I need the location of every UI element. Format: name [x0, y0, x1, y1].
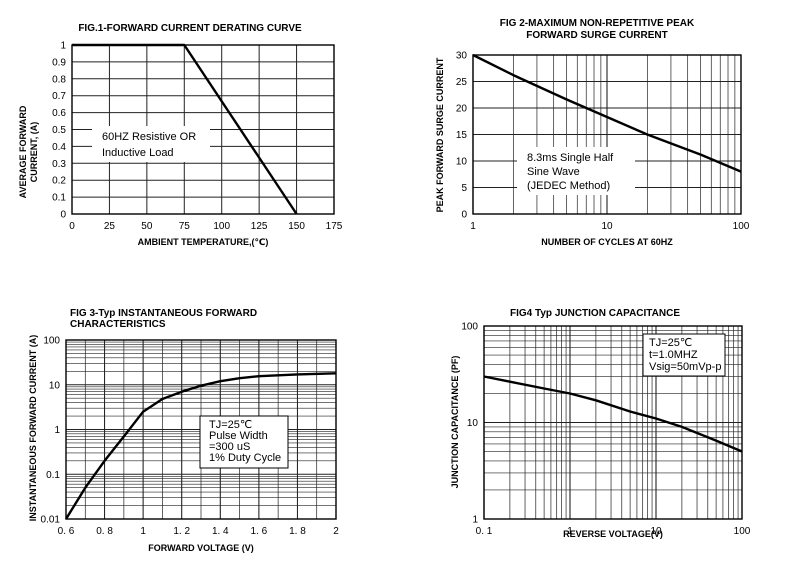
x-tick-label: 150: [288, 221, 305, 232]
y-axis-label: JUNCTION CAPACITANCE (PF): [450, 356, 460, 489]
x-tick-label: 100: [213, 221, 230, 232]
y-tick-label: 100: [461, 322, 478, 333]
x-axis-label: AMBIENT TEMPERATURE,(℃): [138, 237, 269, 247]
x-tick-label: 1: [470, 221, 476, 232]
y-tick-label: 1: [54, 425, 60, 436]
y-tick-label: 25: [456, 77, 468, 88]
annotation-text: 1% Duty Cycle: [209, 452, 281, 464]
y-axis-label: PEAK FORWARD SURGE CURRENT: [435, 57, 445, 212]
y-tick-label: 10: [467, 418, 479, 429]
plot-frame: [483, 325, 743, 520]
y-tick-label: 0.5: [52, 125, 66, 136]
x-tick-label: 25: [104, 221, 116, 232]
chart-title: CHARACTERISTICS: [70, 319, 166, 330]
x-tick-label: 175: [326, 221, 343, 232]
chart-title: FIG.1-FORWARD CURRENT DERATING CURVE: [78, 23, 302, 34]
annotation-box: [517, 147, 635, 195]
x-tick-label: 1. 2: [173, 526, 190, 537]
annotation-text: Pulse Width: [209, 430, 268, 442]
x-tick-label: 100: [733, 221, 750, 232]
y-tick-label: 10: [456, 157, 468, 168]
y-tick-label: 0: [461, 210, 467, 221]
y-tick-label: 0.1: [52, 193, 66, 204]
annotation-text: TJ=25℃: [649, 337, 692, 349]
x-tick-label: 0. 8: [96, 526, 113, 537]
y-tick-label: 10: [49, 380, 61, 391]
plot-frame: [71, 44, 335, 215]
annotation-text: t=1.0MHZ: [649, 349, 698, 361]
chart-title: FIG 2-MAXIMUM NON-REPETITIVE PEAK: [500, 18, 695, 29]
y-tick-label: 0.7: [52, 91, 66, 102]
x-tick-label: 0: [69, 221, 75, 232]
x-tick-label: 100: [734, 526, 751, 537]
y-axis-label: INSTANTANEOUS FORWARD CURRENT (A): [28, 335, 38, 522]
x-tick-label: 0. 1: [476, 526, 493, 537]
x-tick-label: 1. 6: [251, 526, 268, 537]
x-tick-label: 75: [179, 221, 191, 232]
y-tick-label: 100: [43, 336, 60, 347]
y-axis-label: AVERAGE FORWARD: [18, 105, 28, 198]
x-axis-label: NUMBER OF CYCLES AT 60HZ: [541, 237, 673, 247]
annotation-box: [642, 333, 726, 377]
plot-frame: [65, 339, 337, 520]
x-tick-label: 50: [141, 221, 153, 232]
y-tick-label: 0.8: [52, 74, 66, 85]
x-tick-label: 10: [601, 221, 613, 232]
x-tick-label: 10: [650, 526, 662, 537]
annotation-text: Sine Wave: [527, 166, 580, 178]
x-axis-label: FORWARD VOLTAGE (V): [148, 543, 254, 553]
y-tick-label: 15: [456, 130, 468, 141]
series-line: [483, 375, 743, 453]
x-tick-label: 1: [140, 526, 146, 537]
x-tick-label: 0. 6: [58, 526, 75, 537]
y-tick-label: 0.4: [52, 142, 66, 153]
y-tick-label: 1: [60, 41, 66, 52]
annotation-box: [92, 126, 210, 162]
y-axis-label: CURRENT, (A): [29, 122, 39, 183]
y-tick-label: 1: [472, 515, 478, 526]
chart-title: FIG4 Typ JUNCTION CAPACITANCE: [510, 308, 680, 319]
plot-frame: [472, 54, 742, 215]
annotation-text: Vsig=50mVp-p: [649, 361, 721, 373]
y-tick-label: 0: [60, 210, 66, 221]
chart-1: FIG.1-FORWARD CURRENT DERATING CURVE 0 25 5…: [18, 23, 343, 247]
y-tick-label: 0.3: [52, 159, 66, 170]
x-tick-label: 2: [333, 526, 339, 537]
annotation-text: 60HZ Resistive OR: [102, 131, 196, 143]
series-line: [472, 53, 742, 173]
y-tick-label: 0.1: [46, 470, 60, 481]
x-tick-label: 125: [251, 221, 268, 232]
chart-2: FIG 2-MAXIMUM NON-REPETITIVE PEAKFORWARD…: [435, 18, 750, 247]
y-tick-label: 0.6: [52, 108, 66, 119]
annotation-box: [199, 415, 289, 469]
y-tick-label: 5: [461, 183, 467, 194]
y-tick-label: 0.9: [52, 57, 66, 68]
series-line: [72, 43, 298, 215]
y-tick-label: 0.2: [52, 176, 66, 187]
annotation-text: TJ=25℃: [209, 419, 252, 431]
annotation-text: =300 uS: [209, 441, 250, 453]
y-tick-label: 20: [456, 104, 468, 115]
y-tick-label: 30: [456, 51, 468, 62]
x-tick-label: 1. 8: [289, 526, 306, 537]
chart-3: FIG 3-Typ INSTANTANEOUS FORWARDCHARACTER…: [28, 308, 339, 553]
x-axis-label: REVERSE VOLTAGE(V): [563, 529, 663, 539]
annotation-text: 8.3ms Single Half: [527, 152, 614, 164]
annotation-text: (JEDEC Method): [527, 180, 610, 192]
chart-title: FORWARD SURGE CURRENT: [526, 30, 667, 41]
series-line: [64, 372, 337, 520]
annotation-text: Inductive Load: [102, 147, 174, 159]
x-tick-label: 1: [567, 526, 573, 537]
y-tick-label: 0.01: [41, 515, 61, 526]
x-tick-label: 1. 4: [212, 526, 229, 537]
chart-title: FIG 3-Typ INSTANTANEOUS FORWARD: [70, 308, 257, 319]
